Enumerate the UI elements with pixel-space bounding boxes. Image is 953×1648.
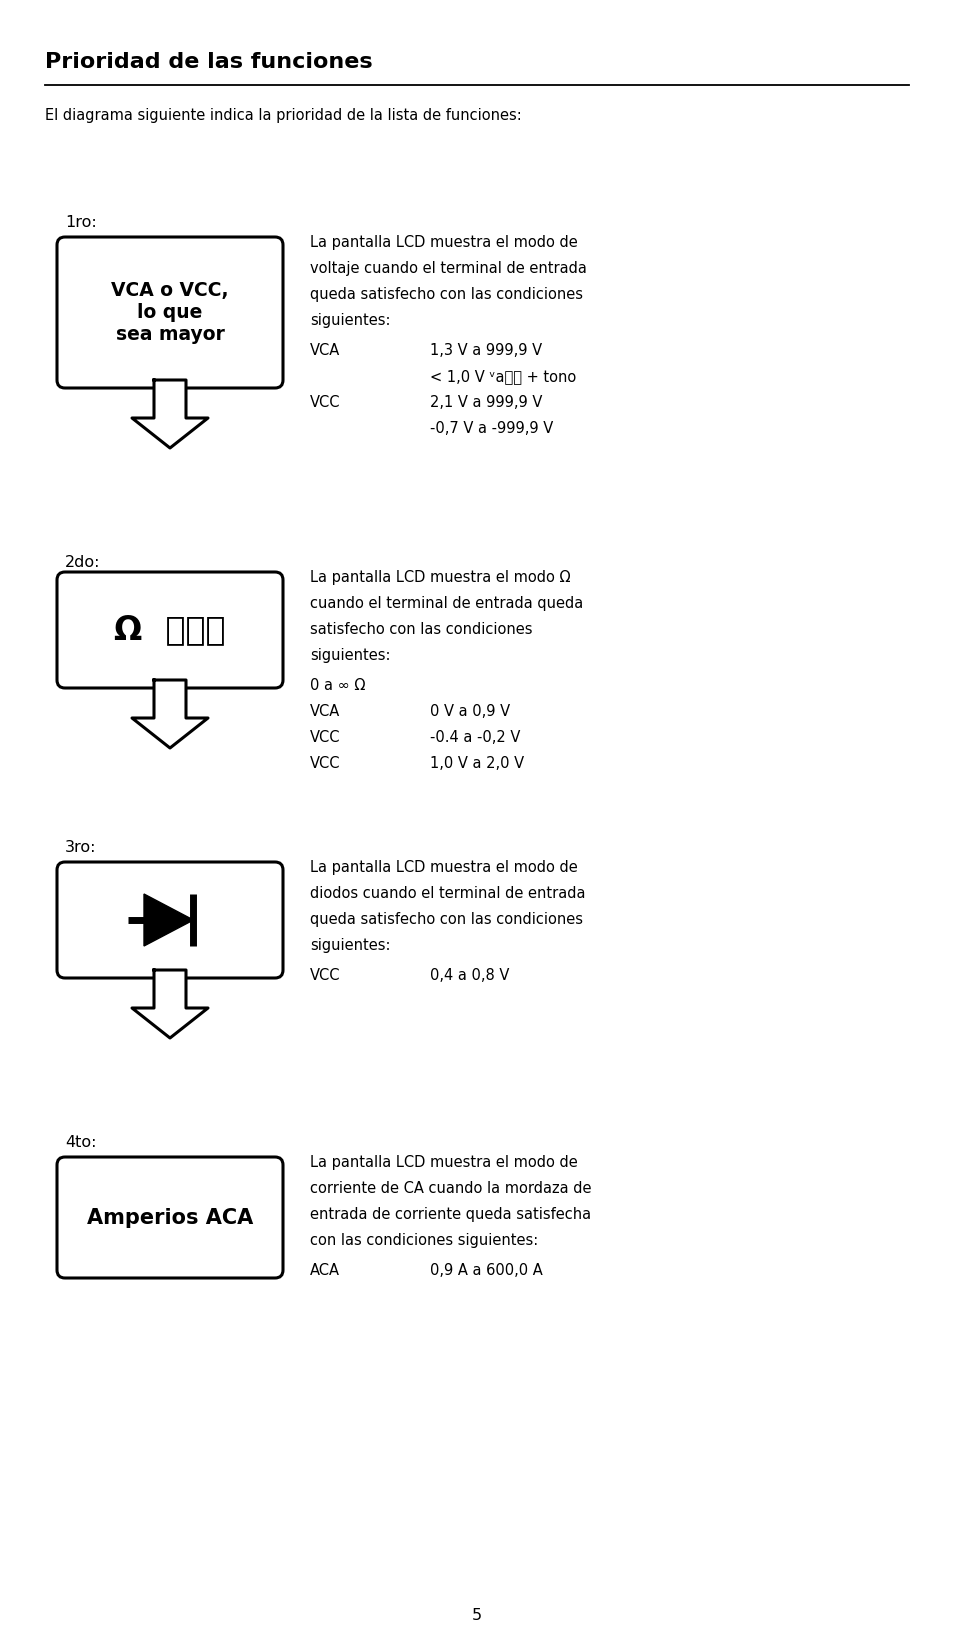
Text: diodos cuando el terminal de entrada: diodos cuando el terminal de entrada	[310, 887, 585, 901]
Text: 1,3 V a 999,9 V: 1,3 V a 999,9 V	[430, 343, 541, 358]
Text: El diagrama siguiente indica la prioridad de la lista de funciones:: El diagrama siguiente indica la priorida…	[45, 109, 521, 124]
Text: queda satisfecho con las condiciones: queda satisfecho con las condiciones	[310, 287, 582, 302]
Text: VCC: VCC	[310, 730, 340, 745]
Text: 5: 5	[472, 1608, 481, 1623]
Text: siguientes:: siguientes:	[310, 313, 390, 328]
Text: 0 a ∞ Ω: 0 a ∞ Ω	[310, 677, 365, 694]
FancyBboxPatch shape	[57, 862, 283, 977]
Text: 0,9 A a 600,0 A: 0,9 A a 600,0 A	[430, 1262, 542, 1277]
Text: 1,0 V a 2,0 V: 1,0 V a 2,0 V	[430, 756, 523, 771]
Text: 1ro:: 1ro:	[65, 214, 96, 231]
Text: La pantalla LCD muestra el modo Ω: La pantalla LCD muestra el modo Ω	[310, 570, 570, 585]
Text: VCA: VCA	[310, 704, 340, 719]
Text: corriente de CA cuando la mordaza de: corriente de CA cuando la mordaza de	[310, 1182, 591, 1196]
Text: La pantalla LCD muestra el modo de: La pantalla LCD muestra el modo de	[310, 860, 578, 875]
Text: VCA o VCC,
lo que
sea mayor: VCA o VCC, lo que sea mayor	[112, 282, 229, 344]
FancyBboxPatch shape	[57, 572, 283, 687]
FancyBboxPatch shape	[57, 1157, 283, 1277]
Polygon shape	[132, 381, 208, 448]
Text: < 1,0 V ᵛa⧖⧖ + tono: < 1,0 V ᵛa⧖⧖ + tono	[430, 369, 576, 384]
Text: entrada de corriente queda satisfecha: entrada de corriente queda satisfecha	[310, 1206, 591, 1223]
Text: ACA: ACA	[310, 1262, 339, 1277]
Text: 0,4 a 0,8 V: 0,4 a 0,8 V	[430, 967, 509, 982]
Text: 3ro:: 3ro:	[65, 840, 96, 855]
Text: 4to:: 4to:	[65, 1135, 96, 1150]
Text: VCC: VCC	[310, 396, 340, 410]
Text: -0.4 a -0,2 V: -0.4 a -0,2 V	[430, 730, 519, 745]
Text: La pantalla LCD muestra el modo de: La pantalla LCD muestra el modo de	[310, 1155, 578, 1170]
Text: con las condiciones siguientes:: con las condiciones siguientes:	[310, 1233, 537, 1248]
Text: queda satisfecho con las condiciones: queda satisfecho con las condiciones	[310, 911, 582, 928]
FancyBboxPatch shape	[57, 237, 283, 387]
Polygon shape	[144, 893, 193, 946]
Text: Amperios ACA: Amperios ACA	[87, 1208, 253, 1228]
Text: -0,7 V a -999,9 V: -0,7 V a -999,9 V	[430, 420, 553, 437]
Text: VCA: VCA	[310, 343, 340, 358]
Text: siguientes:: siguientes:	[310, 648, 390, 662]
Text: VCC: VCC	[310, 756, 340, 771]
Text: Ω  ⧖⧖⧖: Ω ⧖⧖⧖	[114, 613, 226, 646]
Text: cuando el terminal de entrada queda: cuando el terminal de entrada queda	[310, 597, 582, 611]
Polygon shape	[132, 681, 208, 748]
Text: voltaje cuando el terminal de entrada: voltaje cuando el terminal de entrada	[310, 260, 586, 275]
Text: La pantalla LCD muestra el modo de: La pantalla LCD muestra el modo de	[310, 236, 578, 250]
Text: VCC: VCC	[310, 967, 340, 982]
Text: 2,1 V a 999,9 V: 2,1 V a 999,9 V	[430, 396, 542, 410]
Polygon shape	[132, 971, 208, 1038]
Text: 2do:: 2do:	[65, 555, 100, 570]
Text: siguientes:: siguientes:	[310, 938, 390, 953]
Text: Prioridad de las funciones: Prioridad de las funciones	[45, 53, 373, 73]
Text: satisfecho con las condiciones: satisfecho con las condiciones	[310, 621, 532, 638]
Text: 0 V a 0,9 V: 0 V a 0,9 V	[430, 704, 510, 719]
